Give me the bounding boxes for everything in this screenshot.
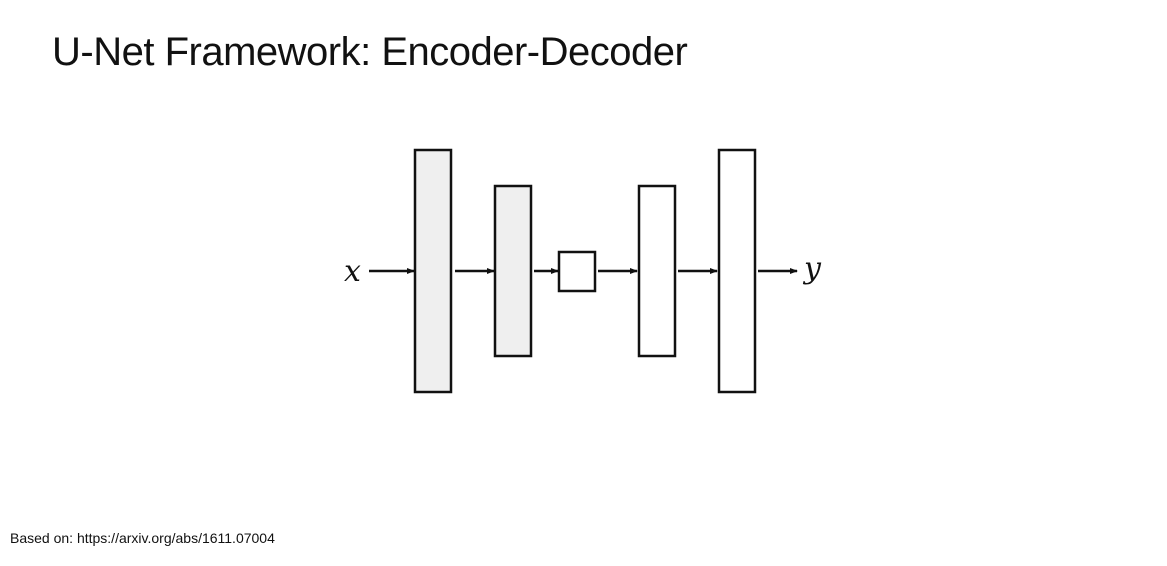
bottleneck-block	[557, 250, 597, 293]
encoder-block-1	[413, 148, 453, 394]
input-label: x	[344, 254, 361, 289]
encoder-block-2	[493, 184, 533, 358]
source-note: Based on: https://arxiv.org/abs/1611.070…	[10, 530, 275, 546]
output-label: y	[802, 251, 822, 286]
slide-title: U-Net Framework: Encoder-Decoder	[52, 30, 688, 74]
decoder-block-1	[637, 184, 677, 358]
decoder-block-2	[717, 148, 757, 394]
